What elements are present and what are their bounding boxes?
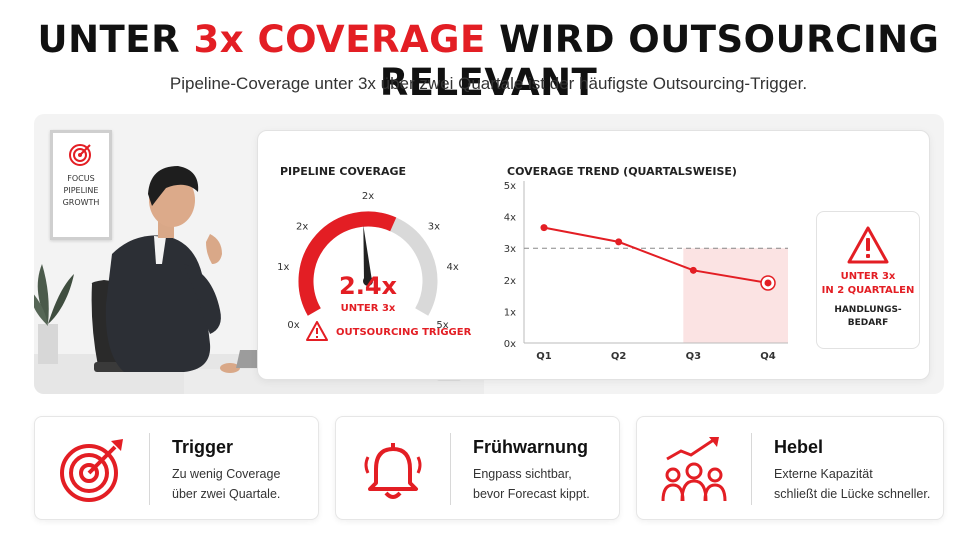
card-divider — [149, 433, 150, 505]
gauge-hub — [363, 276, 373, 286]
poster-line: FOCUS — [67, 174, 95, 183]
card-text: schließt die Lücke schneller. — [774, 487, 931, 501]
gauge-under-label: UNTER 3x — [340, 303, 396, 314]
person — [105, 166, 240, 373]
card-fruehwarnung: Frühwarnung Engpass sichtbar, bevor Fore… — [335, 416, 620, 520]
data-point — [540, 224, 548, 232]
chart-title: COVERAGE TREND (QUARTALSWEISE) — [507, 165, 737, 178]
y-tick-label: 5x — [504, 181, 516, 192]
alert-line: IN 2 QUARTALEN — [821, 285, 915, 296]
card-hebel: Hebel Externe Kapazität schließt die Lüc… — [636, 416, 944, 520]
person-illustration — [34, 166, 264, 394]
card-text: bevor Forecast kippt. — [473, 487, 590, 501]
coverage-trend-chart: 0x 1x 2x 3x 4x 5x Q1 Q2 Q3 Q4 — [504, 181, 788, 362]
y-tick-label: 4x — [504, 213, 516, 224]
gauge-tick-label: 5x — [436, 320, 448, 331]
x-tick-label: Q4 — [760, 351, 776, 362]
hero-panel: FOCUS PIPELINE GROWTH — [34, 114, 944, 394]
card-divider — [450, 433, 451, 505]
y-tick-label: 0x — [504, 339, 516, 350]
desk — [184, 369, 264, 394]
card-text: Engpass sichtbar, — [473, 467, 572, 481]
page-title: UNTER 3x COVERAGE WIRD OUTSOURCING RELEV… — [37, 18, 940, 104]
alert-card: UNTER 3x IN 2 QUARTALEN HANDLUNGS- BEDAR… — [816, 211, 920, 349]
title-accent: 3x COVERAGE — [193, 18, 486, 61]
coverage-gauge: 0x 1x 2x 2x 3x 4x 5x — [277, 191, 459, 331]
card-text: Externe Kapazität — [774, 467, 873, 481]
data-point — [764, 279, 772, 287]
x-tick-label: Q2 — [611, 351, 627, 362]
trigger-label: OUTSOURCING TRIGGER — [336, 327, 472, 338]
y-tick-label: 3x — [504, 244, 516, 255]
gauge-fill — [298, 211, 397, 316]
gauge-tick-label: 0x — [287, 320, 299, 331]
poster-line: PIPELINE — [63, 186, 99, 195]
alert-line: UNTER 3x — [840, 271, 896, 282]
card-title: Trigger — [172, 437, 234, 457]
dashboard-panel: PIPELINE COVERAGE 0x 1x 2x 2x 3x 4x 5x 2.4x UN… — [257, 130, 930, 380]
wall-poster: FOCUS PIPELINE GROWTH — [50, 130, 112, 240]
gauge-tick-label: 3x — [428, 222, 440, 233]
alert-line: HANDLUNGS- — [834, 305, 902, 315]
gauge-tick-label: 1x — [277, 262, 289, 273]
series-line — [543, 226, 769, 284]
gauge-tick-label: 2x — [296, 222, 308, 233]
target-arrow-icon — [60, 439, 123, 502]
x-tick-label: Q1 — [536, 351, 552, 362]
y-tick-label: 1x — [504, 307, 516, 318]
card-text: über zwei Quartale. — [172, 487, 281, 501]
card-title: Hebel — [774, 437, 824, 457]
alert-line: BEDARF — [847, 318, 889, 328]
warning-icon — [847, 226, 889, 264]
bell-alert-icon — [364, 443, 422, 499]
target-icon — [69, 144, 91, 166]
data-point — [689, 266, 697, 274]
x-tick-label: Q3 — [686, 351, 702, 362]
plant-icon — [34, 264, 74, 364]
y-tick-label: 2x — [504, 276, 516, 287]
page-subtitle: Pipeline-Coverage unter 3x über zwei Qua… — [169, 74, 808, 93]
card-trigger: Trigger Zu wenig Coverage über zwei Quar… — [34, 416, 319, 520]
card-divider — [751, 433, 752, 505]
poster-line: GROWTH — [62, 198, 100, 207]
card-title: Frühwarnung — [473, 437, 588, 457]
highlight-zone — [683, 248, 788, 343]
gauge-needle — [363, 225, 372, 282]
card-text: Zu wenig Coverage — [172, 467, 281, 481]
gauge-title: PIPELINE COVERAGE — [280, 165, 407, 178]
gauge-tick-label: 4x — [447, 262, 459, 273]
team-growth-icon — [661, 437, 727, 502]
gauge-tick-label: 2x — [362, 191, 374, 202]
gauge-value: 2.4x — [339, 272, 397, 300]
warning-icon — [306, 321, 328, 341]
data-point — [615, 238, 623, 246]
